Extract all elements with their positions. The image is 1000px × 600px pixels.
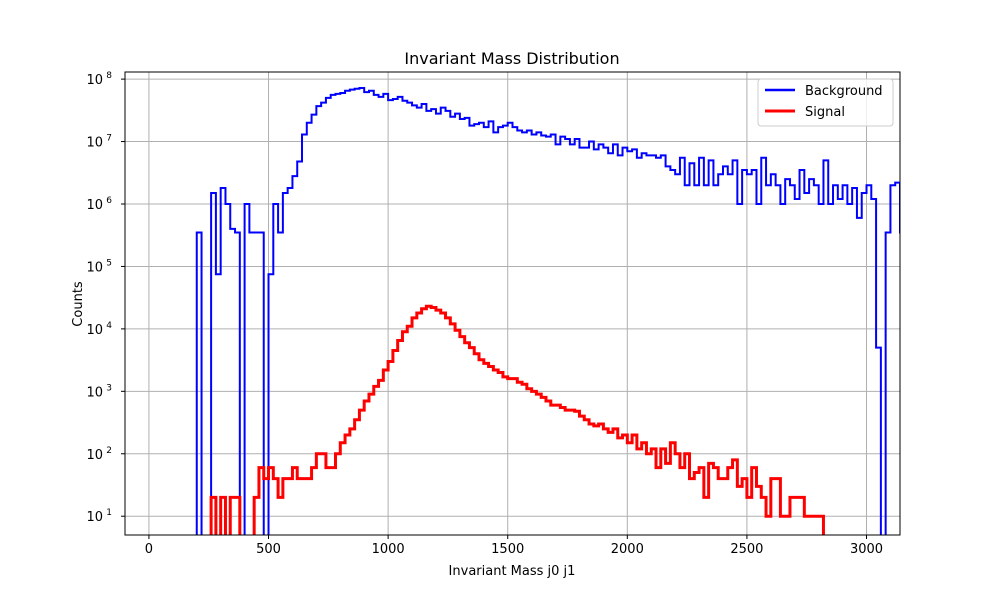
x-tick-label: 0 (145, 542, 153, 557)
y-tick-exponent: 6 (106, 196, 112, 206)
plot-series (195, 87, 900, 535)
y-tick-label: 10 (86, 448, 103, 463)
y-tick-label: 10 (86, 385, 103, 400)
y-tick-label: 10 (86, 198, 103, 213)
y-tick-label: 10 (86, 260, 103, 275)
legend-signal-label: Signal (805, 105, 845, 120)
y-tick-exponent: 5 (106, 258, 112, 268)
y-tick-exponent: 4 (106, 321, 112, 331)
y-tick-label: 10 (86, 323, 103, 338)
x-tick-label: 2500 (730, 542, 763, 557)
legend: Background Signal (757, 78, 894, 127)
series-layer (195, 87, 900, 535)
series-background-step-line (195, 87, 900, 535)
series-signal-step-line (209, 304, 825, 535)
legend-background-label: Background (805, 84, 883, 99)
y-tick-label: 10 (86, 136, 103, 151)
y-tick-exponent: 3 (106, 383, 112, 393)
x-tick-label: 500 (256, 542, 281, 557)
y-tick-exponent: 8 (106, 71, 112, 81)
x-tick-label: 1500 (491, 542, 524, 557)
x-axis-ticks: 0 500 1000 1500 2000 2500 3000 (145, 535, 883, 557)
y-tick-exponent: 2 (106, 446, 112, 456)
x-tick-label: 1000 (372, 542, 405, 557)
y-tick-label: 10 (86, 510, 103, 525)
x-tick-label: 2000 (611, 542, 644, 557)
y-tick-label: 10 (86, 73, 103, 88)
y-tick-exponent: 1 (106, 508, 112, 518)
plot-frame (124, 71, 901, 536)
x-tick-label: 3000 (850, 542, 883, 557)
x-axis-label: Invariant Mass j0 j1 (449, 564, 576, 579)
y-tick-exponent: 7 (106, 134, 112, 144)
chart-title: Invariant Mass Distribution (404, 49, 619, 68)
y-axis-label: Counts (71, 281, 86, 327)
